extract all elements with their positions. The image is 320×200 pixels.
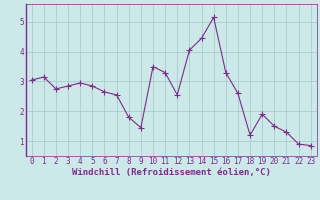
X-axis label: Windchill (Refroidissement éolien,°C): Windchill (Refroidissement éolien,°C) xyxy=(72,168,271,177)
